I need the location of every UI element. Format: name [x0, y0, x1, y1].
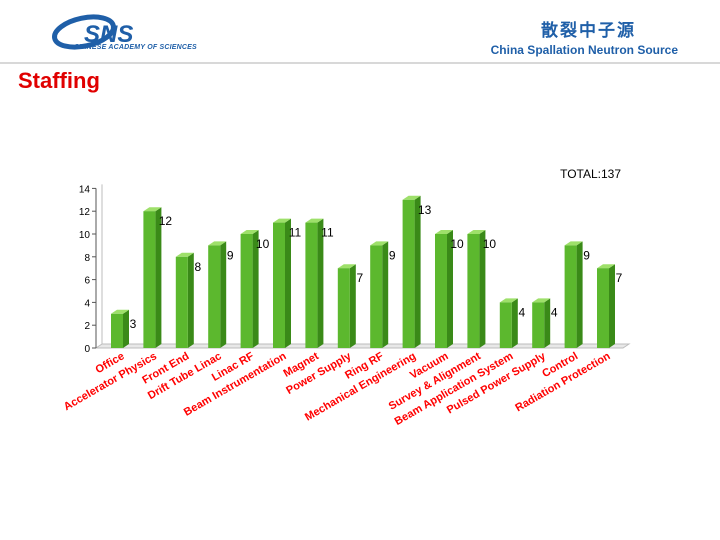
y-tick-label: 14	[79, 184, 91, 195]
y-tick-label: 6	[84, 276, 90, 287]
bar-front	[467, 234, 479, 348]
bar	[176, 253, 194, 348]
bar-side	[577, 241, 583, 348]
bar-front	[208, 245, 220, 348]
bar-front	[176, 257, 188, 348]
bar-front	[435, 234, 447, 348]
bar-value-label: 12	[159, 214, 173, 228]
bar-value-label: 13	[418, 203, 432, 217]
bar-side	[220, 241, 226, 348]
y-tick-label: 4	[84, 298, 90, 309]
bar-value-label: 8	[194, 260, 201, 274]
bar-value-label: 9	[583, 248, 590, 262]
bar	[597, 264, 615, 348]
bar-value-label: 7	[356, 271, 363, 285]
bar-value-label: 7	[616, 271, 623, 285]
bar-value-label: 10	[256, 237, 270, 251]
bar-value-label: 10	[450, 237, 464, 251]
bar-value-label: 9	[389, 248, 396, 262]
bar	[532, 298, 550, 348]
y-tick-label: 0	[84, 344, 90, 355]
bar-front	[370, 245, 382, 348]
bar	[403, 196, 421, 348]
bar	[338, 264, 356, 348]
bar-value-label: 11	[321, 226, 334, 240]
bar-value-label: 10	[483, 237, 497, 251]
bar-side	[123, 310, 129, 348]
bar-front	[532, 302, 544, 348]
bar-side	[544, 298, 550, 348]
bar	[500, 298, 518, 348]
bar-front	[403, 200, 415, 348]
chart-total-label: TOTAL:137	[560, 167, 621, 181]
bar-front	[111, 314, 123, 348]
bar-side	[155, 207, 161, 348]
y-tick-label: 2	[84, 321, 90, 332]
bar	[370, 241, 388, 348]
bar-value-label: 4	[518, 305, 525, 319]
bar	[143, 207, 161, 348]
bar	[208, 241, 226, 348]
bar-side	[512, 298, 518, 348]
bar-value-label: 11	[289, 226, 302, 240]
bar-side	[609, 264, 615, 348]
y-tick-label: 10	[79, 230, 91, 241]
bar-front	[143, 211, 155, 348]
bar-front	[273, 223, 285, 348]
bar	[111, 310, 129, 348]
bar-front	[500, 302, 512, 348]
bar-value-label: 9	[227, 248, 234, 262]
bar-side	[415, 196, 421, 348]
bar-side	[350, 264, 356, 348]
bar-side	[188, 253, 194, 348]
bar-front	[305, 223, 317, 348]
bar-front	[597, 268, 609, 348]
bar-side	[382, 241, 388, 348]
y-tick-label: 8	[84, 253, 90, 264]
bar-front	[565, 245, 577, 348]
bar-value-label: 4	[551, 305, 558, 319]
bar-value-label: 3	[130, 317, 137, 331]
y-tick-label: 12	[79, 207, 91, 218]
bar-front	[241, 234, 253, 348]
bar	[565, 241, 583, 348]
bar-front	[338, 268, 350, 348]
